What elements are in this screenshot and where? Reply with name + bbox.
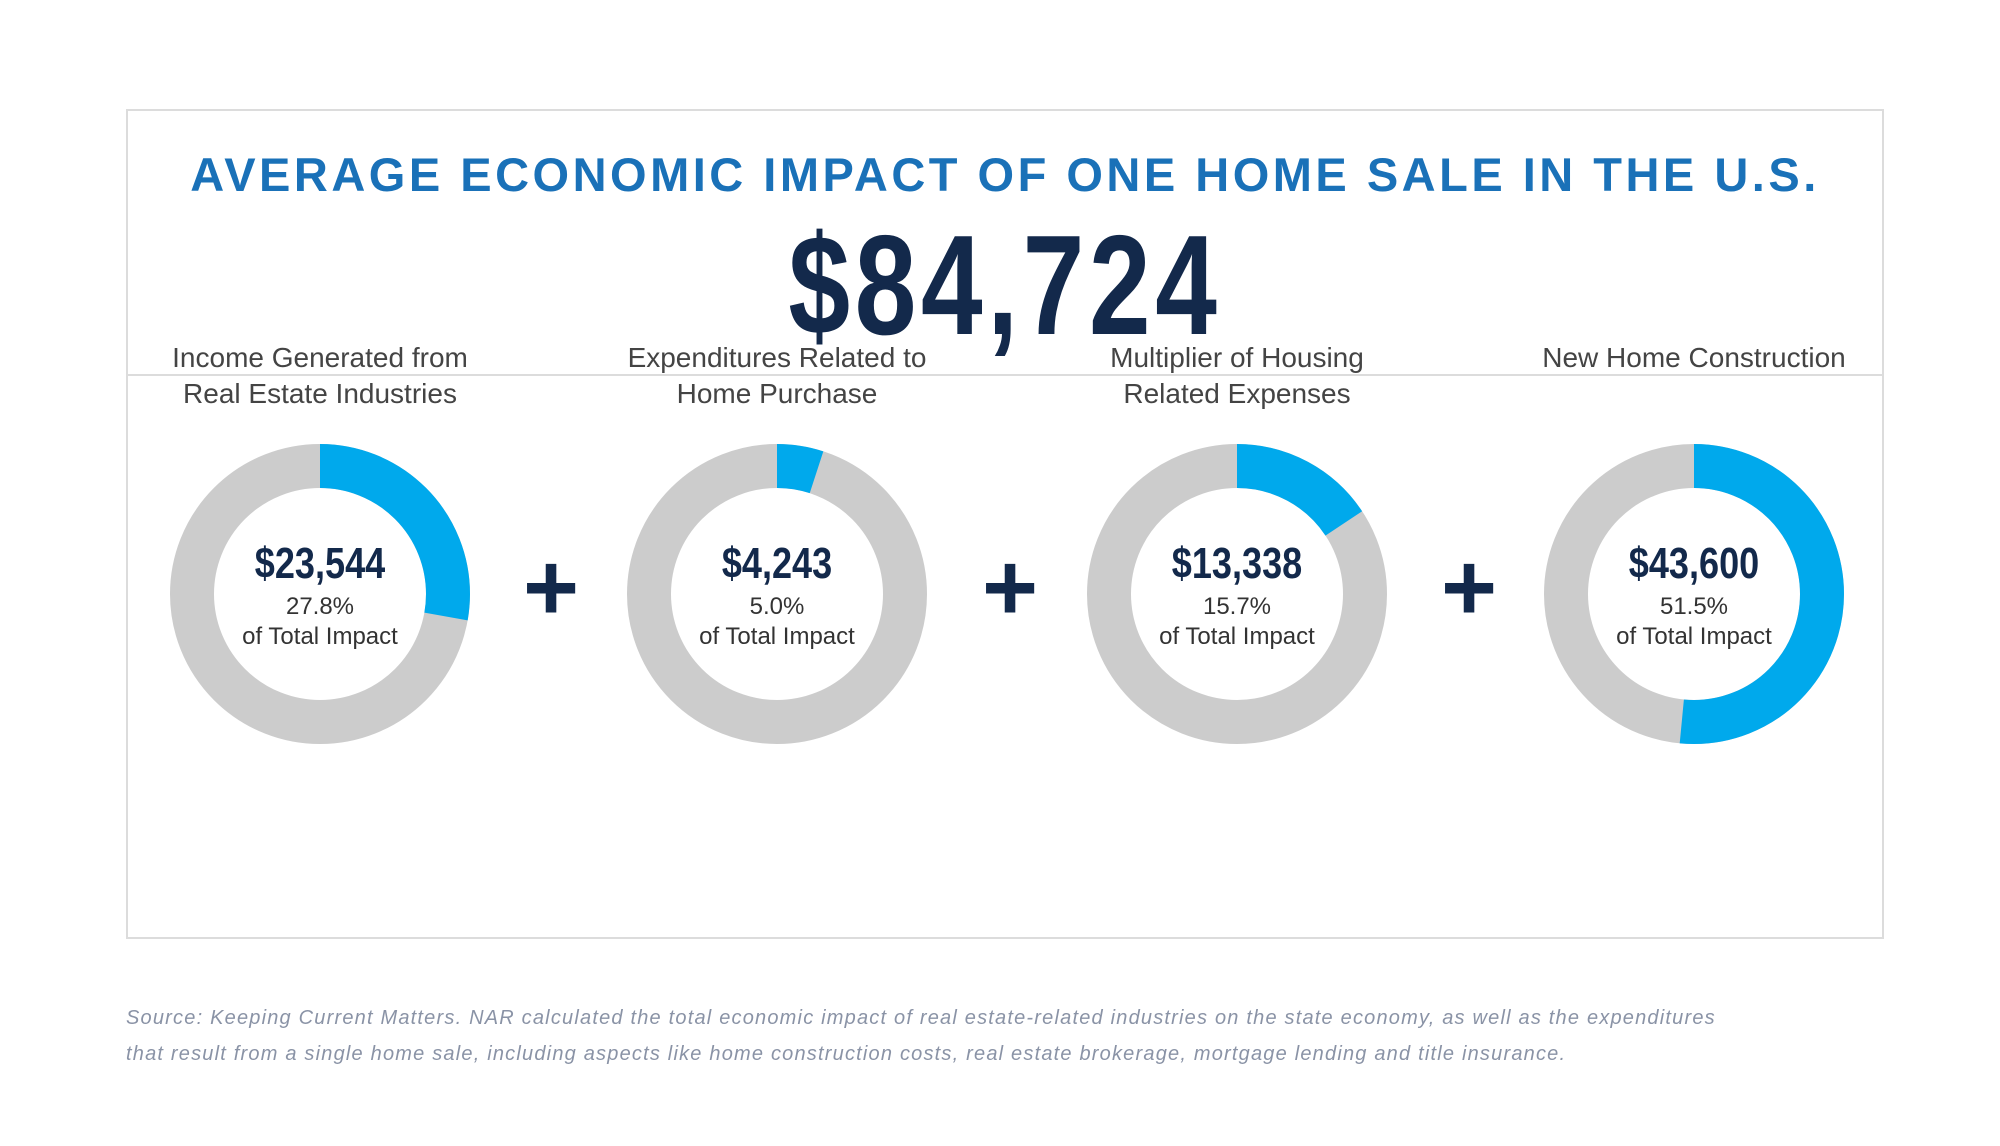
donut-center: $43,600 51.5% of Total Impact	[1544, 540, 1844, 652]
donut-svg	[170, 444, 470, 744]
donut-center: $13,338 15.7% of Total Impact	[1087, 540, 1387, 652]
donut-segment	[1087, 444, 1387, 744]
donut-chart: $13,338 15.7% of Total Impact	[1087, 444, 1387, 744]
plus-sign: +	[1440, 534, 1498, 641]
donut-chart: $4,243 5.0% of Total Impact	[627, 444, 927, 744]
donut-segment	[627, 444, 927, 744]
amount-value: $4,243	[721, 539, 833, 588]
panel-label-line1: New Home Construction	[1542, 342, 1846, 373]
panel-label: New Home Construction	[1484, 340, 1904, 376]
donut-segment	[1544, 444, 1844, 744]
panel-label: Income Generated from Real Estate Indust…	[110, 340, 530, 412]
donut-svg	[1087, 444, 1387, 744]
donut-svg	[1544, 444, 1844, 744]
impact-panel-income: Income Generated from Real Estate Indust…	[110, 340, 530, 780]
source-line1: Source: Keeping Current Matters. NAR cal…	[126, 1007, 1716, 1029]
panel-label-line1: Multiplier of Housing	[1110, 342, 1364, 373]
donut-center: $4,243 5.0% of Total Impact	[627, 540, 927, 652]
donut-chart: $43,600 51.5% of Total Impact	[1544, 444, 1844, 744]
source-note: Source: Keeping Current Matters. NAR cal…	[126, 1000, 1886, 1072]
amount-value: $23,544	[254, 539, 386, 588]
total-impact-value: $84,724	[788, 206, 1222, 365]
amount-value: $13,338	[1171, 539, 1303, 588]
panel-label: Multiplier of Housing Related Expenses	[1027, 340, 1447, 412]
impact-panel-construction: New Home Construction $43,600 51.5% of T…	[1484, 340, 1904, 780]
percent-value: 51.5%	[1659, 593, 1729, 620]
of-total-label: of Total Impact	[1616, 623, 1772, 650]
donut-svg	[627, 444, 927, 744]
panel-label-line2: Related Expenses	[1123, 378, 1351, 409]
panel-label-line2: Real Estate Industries	[183, 378, 457, 409]
of-total-label: of Total Impact	[699, 623, 855, 650]
percent-value: 15.7%	[1202, 593, 1272, 620]
percent-value: 5.0%	[749, 593, 805, 620]
chart-title: AVERAGE ECONOMIC IMPACT OF ONE HOME SALE…	[190, 148, 1820, 201]
percent-value: 27.8%	[285, 593, 355, 620]
amount-value: $43,600	[1628, 539, 1760, 588]
donut-center: $23,544 27.8% of Total Impact	[170, 540, 470, 652]
plus-sign: +	[522, 534, 580, 641]
impact-panel-multiplier: Multiplier of Housing Related Expenses $…	[1027, 340, 1447, 780]
plus-sign: +	[981, 534, 1039, 641]
header-divider	[128, 374, 1882, 376]
donut-chart: $23,544 27.8% of Total Impact	[170, 444, 470, 744]
panel-label-line1: Expenditures Related to	[627, 342, 927, 373]
of-total-label: of Total Impact	[242, 623, 398, 650]
of-total-label: of Total Impact	[1159, 623, 1315, 650]
panel-label: Expenditures Related to Home Purchase	[567, 340, 987, 412]
donut-segment	[170, 444, 470, 744]
panel-label-line1: Income Generated from	[172, 342, 468, 373]
panel-label-line2: Home Purchase	[676, 378, 878, 409]
impact-panel-expenditures: Expenditures Related to Home Purchase $4…	[567, 340, 987, 780]
source-line2: that result from a single home sale, inc…	[126, 1043, 1567, 1065]
